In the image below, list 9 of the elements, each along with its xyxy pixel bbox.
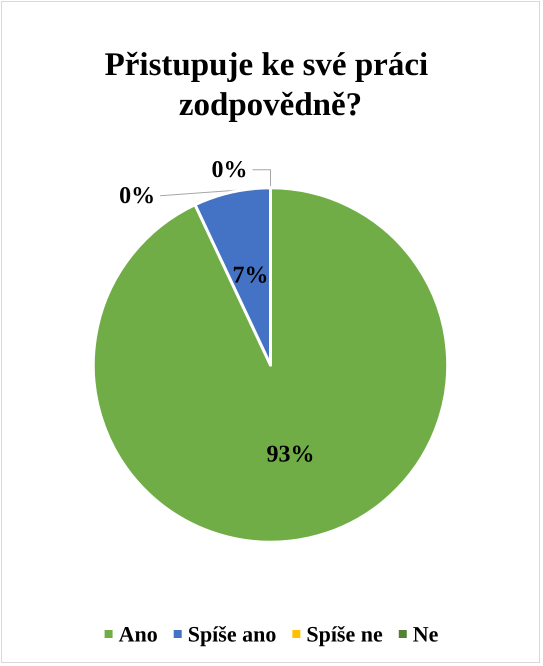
legend-label: Ne (412, 622, 439, 646)
data-label: 93% (266, 441, 314, 468)
data-label: 7% (232, 262, 269, 289)
text: 0% (212, 156, 248, 183)
legend-label: Ano (118, 622, 158, 646)
text: 0% (119, 182, 156, 209)
legend-label: Spíše ne (306, 622, 383, 646)
chart-title: Přistupuje ke své práci zodpovědně? (104, 47, 436, 123)
legend-label: Spíše ano (188, 622, 276, 646)
